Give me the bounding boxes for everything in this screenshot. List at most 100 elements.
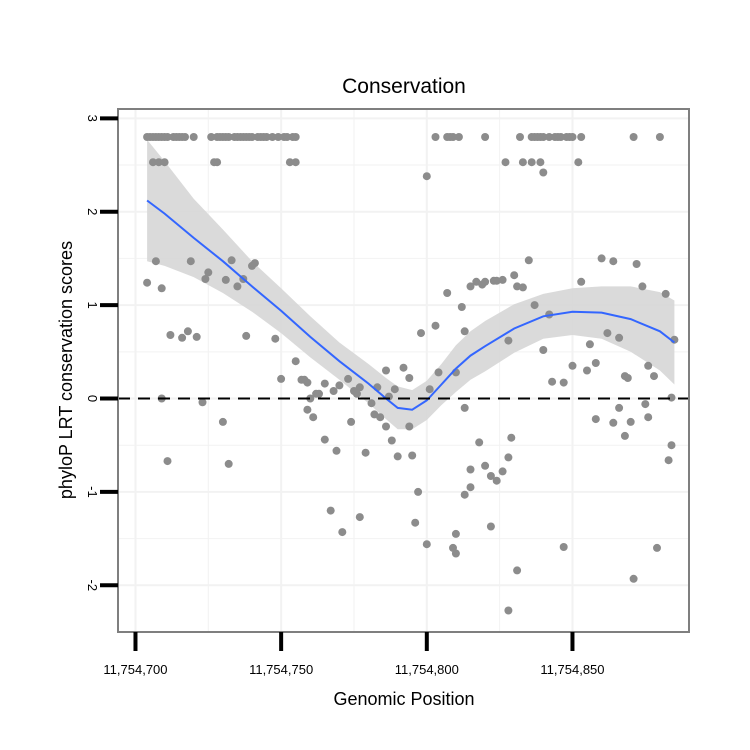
data-point xyxy=(632,260,641,268)
data-point xyxy=(390,385,399,394)
data-point xyxy=(518,158,527,167)
data-point xyxy=(574,158,583,167)
data-point xyxy=(329,387,338,395)
data-point xyxy=(405,422,414,431)
data-point xyxy=(548,377,557,386)
x-tick-label: 11,754,850 xyxy=(540,662,604,677)
data-point xyxy=(355,383,364,392)
data-point xyxy=(597,254,606,263)
data-point xyxy=(425,385,434,394)
data-point xyxy=(233,282,242,291)
data-point xyxy=(224,133,233,141)
data-point xyxy=(644,361,653,370)
data-point xyxy=(460,327,469,336)
data-point xyxy=(568,133,577,141)
y-axis-label: phyloP LRT conservation scores xyxy=(56,241,76,499)
data-point xyxy=(303,405,312,414)
data-point xyxy=(183,327,192,336)
data-point xyxy=(492,476,501,485)
data-point xyxy=(166,331,175,339)
data-point xyxy=(539,168,548,177)
data-point xyxy=(242,331,251,340)
x-tick-label: 11,754,750 xyxy=(249,662,313,677)
y-tick-label: -2 xyxy=(85,580,100,592)
smooth-line-group xyxy=(146,199,676,411)
data-point xyxy=(157,284,166,293)
data-point xyxy=(297,375,306,384)
data-point xyxy=(507,433,516,442)
data-point xyxy=(306,394,315,403)
confidence-ribbon-group xyxy=(147,139,675,430)
y-tick-label: 3 xyxy=(85,115,100,122)
data-point xyxy=(201,275,210,283)
data-point xyxy=(585,340,594,349)
data-point xyxy=(583,366,591,375)
data-point xyxy=(387,436,396,445)
data-point xyxy=(291,133,300,141)
data-point xyxy=(320,435,329,444)
data-point xyxy=(466,465,475,474)
y-axis: -2 -1 0 1 2 3 xyxy=(85,115,118,591)
data-point xyxy=(431,133,440,141)
data-point xyxy=(160,158,169,167)
data-point xyxy=(163,457,172,466)
data-point xyxy=(207,133,216,141)
data-point xyxy=(513,566,522,575)
data-point xyxy=(248,133,256,141)
data-point xyxy=(556,133,565,141)
data-point xyxy=(498,467,507,476)
data-point xyxy=(466,483,475,492)
data-point xyxy=(309,413,318,422)
data-point xyxy=(189,133,198,141)
data-point xyxy=(262,133,271,141)
data-point xyxy=(422,172,431,181)
data-point xyxy=(615,403,624,412)
data-point xyxy=(591,415,600,424)
data-point xyxy=(466,282,475,291)
data-point xyxy=(591,359,600,367)
data-point xyxy=(559,378,568,387)
data-point xyxy=(486,472,495,480)
data-point xyxy=(577,277,586,286)
data-point xyxy=(623,374,632,382)
data-point xyxy=(291,357,300,366)
data-point xyxy=(504,453,513,462)
data-point xyxy=(516,133,524,141)
data-point xyxy=(609,418,618,427)
data-point xyxy=(577,133,586,141)
data-points-group xyxy=(143,133,679,615)
data-point xyxy=(661,289,670,298)
data-point xyxy=(626,417,635,426)
data-point xyxy=(460,490,469,499)
data-point xyxy=(530,301,539,310)
data-point xyxy=(504,336,513,345)
data-point xyxy=(277,374,286,383)
data-point xyxy=(486,522,495,531)
data-point xyxy=(431,321,440,330)
data-point xyxy=(376,413,385,422)
data-point xyxy=(653,543,661,552)
data-point xyxy=(449,133,457,141)
data-point xyxy=(536,158,545,167)
data-point xyxy=(644,413,653,422)
plot-frame xyxy=(117,108,690,633)
data-point xyxy=(510,271,519,280)
data-point xyxy=(492,276,501,285)
data-point xyxy=(154,158,163,167)
data-point xyxy=(344,374,353,383)
data-point xyxy=(527,158,536,167)
data-point xyxy=(539,133,548,141)
data-point xyxy=(481,133,490,141)
data-point xyxy=(151,257,160,266)
data-point xyxy=(271,334,280,343)
data-point xyxy=(367,399,376,408)
data-point xyxy=(198,398,207,407)
data-point xyxy=(227,256,236,265)
data-point xyxy=(355,513,364,522)
data-point xyxy=(417,329,425,338)
data-point xyxy=(638,282,647,291)
data-point xyxy=(224,459,233,468)
data-point xyxy=(504,606,513,615)
smooth-line xyxy=(146,199,676,411)
confidence-ribbon xyxy=(147,139,675,430)
